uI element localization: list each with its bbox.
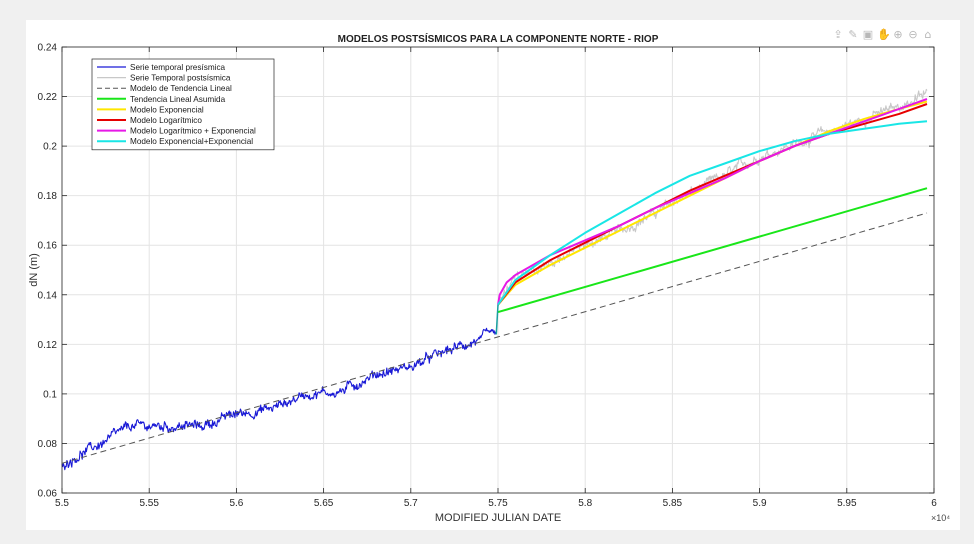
x-tick-label: 5.85 [663,498,683,509]
legend[interactable]: Serie temporal presísmica Serie Temporal … [91,58,275,151]
legend-label: Modelo Logarítmico [130,116,202,125]
coseismic-jump-line [495,304,499,335]
y-tick-label: 0.18 [38,191,58,202]
y-tick-label: 0.1 [43,389,57,400]
x-tick-label: 6 [931,498,937,509]
y-tick-label: 0.22 [38,92,58,103]
export-icon[interactable]: ⇪ [833,28,843,41]
legend-label: Modelo Logarítmico + Exponencial [130,127,256,136]
home-icon[interactable]: ⌂ [924,28,932,41]
y-tick-label: 0.14 [38,290,58,301]
x-tick-label: 5.5 [55,498,69,509]
legend-label: Tendencia Lineal Asumida [130,95,226,104]
datatip-icon[interactable]: ▣ [862,28,874,41]
y-tick-label: 0.2 [43,142,57,153]
x-tick-label: 5.7 [404,498,418,509]
series-line-6 [497,98,928,305]
series-line-2 [61,212,928,464]
series-line-4 [497,100,928,306]
x-tick-label: 5.8 [578,498,592,509]
x-tick-label: 5.65 [314,498,334,509]
x-axis-label: MODIFIED JULIAN DATE [435,512,561,524]
pan-icon[interactable]: ✋ [877,28,891,41]
y-tick-label: 0.08 [38,439,58,450]
legend-label: Modelo Exponencial+Exponencial [130,137,253,146]
x-tick-label: 5.9 [753,498,767,509]
y-axis-label: dN (m) [28,253,40,287]
series-line-7 [497,120,928,306]
y-tick-label: 0.06 [38,489,58,500]
y-tick-label: 0.16 [38,241,58,252]
legend-label: Serie temporal presísmica [130,63,226,72]
y-tick-label: 0.12 [38,340,58,351]
legend-label: Modelo de Tendencia Lineal [130,84,232,93]
zoom-out-icon[interactable]: ⊖ [908,28,918,41]
y-tick-label: 0.24 [38,43,58,54]
chart-title: MODELOS POSTSÍSMICOS PARA LA COMPONENTE … [338,32,659,45]
legend-label: Serie Temporal postsísmica [130,74,231,83]
series-line-0 [61,327,497,471]
series-line-5 [497,103,928,306]
legend-box [91,58,275,151]
x-tick-label: 5.6 [229,498,243,509]
series-line-3 [497,187,928,314]
x-tick-label: 5.55 [139,498,159,509]
legend-label: Modelo Exponencial [130,105,204,114]
x-tick-label: 5.95 [837,498,857,509]
axes-toolbar: ⇪ ✎ ▣ ✋ ⊕ ⊖ ⌂ [832,29,934,41]
zoom-in-icon[interactable]: ⊕ [893,28,903,41]
x-tick-label: 5.75 [488,498,508,509]
x-axis-exponent: ×10⁴ [931,513,950,523]
brush-icon[interactable]: ✎ [848,28,858,41]
